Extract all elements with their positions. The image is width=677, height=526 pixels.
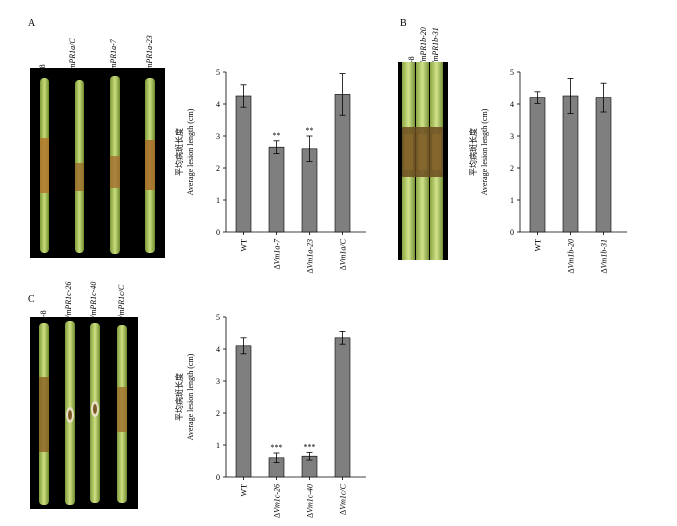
y-tick-label: 0 xyxy=(510,228,514,237)
y-tick-label: 1 xyxy=(216,196,220,205)
y-axis-label: Average lesion length (cm) xyxy=(186,353,195,440)
x-tick-label: WT xyxy=(534,239,543,252)
panel-b-letter: B xyxy=(400,18,407,29)
bar xyxy=(334,337,351,478)
y-tick-label: 1 xyxy=(510,196,514,205)
panel-a-photo xyxy=(30,68,165,258)
y-tick-label: 1 xyxy=(216,441,220,450)
y-tick-label: 5 xyxy=(510,68,514,77)
panel-c-chart: 平均病斑长度 Average lesion length (cm) 0 1 2 3 4 5 WT… xyxy=(168,305,368,520)
x-tick-label: ΔVm1c-26 xyxy=(273,484,282,518)
y-axis-label: Average lesion length (cm) xyxy=(480,108,489,195)
chart-a-svg: 平均病斑长度 Average lesion length (cm) 0 1 2 3 4 5 WT… xyxy=(174,68,366,273)
y-tick-label: 3 xyxy=(216,377,220,386)
y-tick-label: 3 xyxy=(510,132,514,141)
y-tick-label: 2 xyxy=(216,164,220,173)
panel-c-photo xyxy=(30,317,138,509)
y-axis-label-cn: 平均病斑长度 xyxy=(468,128,478,176)
x-tick-label: WT xyxy=(240,239,249,252)
panel-b-photo xyxy=(398,62,448,260)
y-tick-label: 5 xyxy=(216,313,220,322)
x-tick-label: ΔVm1b-31 xyxy=(600,239,609,273)
panel-c-letter: C xyxy=(28,294,35,305)
y-tick-label: 4 xyxy=(510,100,514,109)
x-tick-label: ΔVm1b-20 xyxy=(567,239,576,273)
bar xyxy=(268,146,285,233)
panel-a-chart: 平均病斑长度 Average lesion length (cm) 0 1 2 3 4 5 WT… xyxy=(168,60,368,275)
bar xyxy=(595,97,612,233)
significance-label: ** xyxy=(273,131,281,140)
y-tick-label: 3 xyxy=(216,132,220,141)
x-tick-label: ΔVm1c-40 xyxy=(306,484,315,518)
panel-a-letter: A xyxy=(28,18,36,29)
bar xyxy=(529,97,546,233)
y-axis-label-cn: 平均病斑长度 xyxy=(174,373,184,421)
x-tick-label: ΔVm1a-7 xyxy=(273,238,282,269)
bar xyxy=(562,95,579,233)
x-tick-label: ΔVm1c/C xyxy=(339,483,348,515)
significance-label: ** xyxy=(306,126,314,135)
x-tick-label: WT xyxy=(240,484,249,497)
chart-c-svg: 平均病斑长度 Average lesion length (cm) 0 1 2 3 4 5 WT… xyxy=(174,313,366,518)
y-axis-label-cn: 平均病斑长度 xyxy=(174,128,184,176)
chart-b-svg: 平均病斑长度 Average lesion length (cm) 0 1 2 3 4 5 WT… xyxy=(468,68,627,273)
significance-label: *** xyxy=(271,443,283,452)
y-axis-label: Average lesion length (cm) xyxy=(186,108,195,195)
significance-label: *** xyxy=(304,442,316,451)
y-tick-label: 4 xyxy=(216,345,220,354)
x-tick-label: ΔVm1a/C xyxy=(339,238,348,270)
bar xyxy=(235,345,252,478)
y-tick-label: 4 xyxy=(216,100,220,109)
y-tick-label: 0 xyxy=(216,228,220,237)
y-tick-label: 0 xyxy=(216,473,220,482)
y-tick-label: 5 xyxy=(216,68,220,77)
x-tick-label: ΔVm1a-23 xyxy=(306,239,315,273)
bar xyxy=(235,95,252,233)
panel-b-chart: 平均病斑长度 Average lesion length (cm) 0 1 2 3 4 5 WT… xyxy=(462,60,662,275)
y-tick-label: 2 xyxy=(510,164,514,173)
y-tick-label: 2 xyxy=(216,409,220,418)
